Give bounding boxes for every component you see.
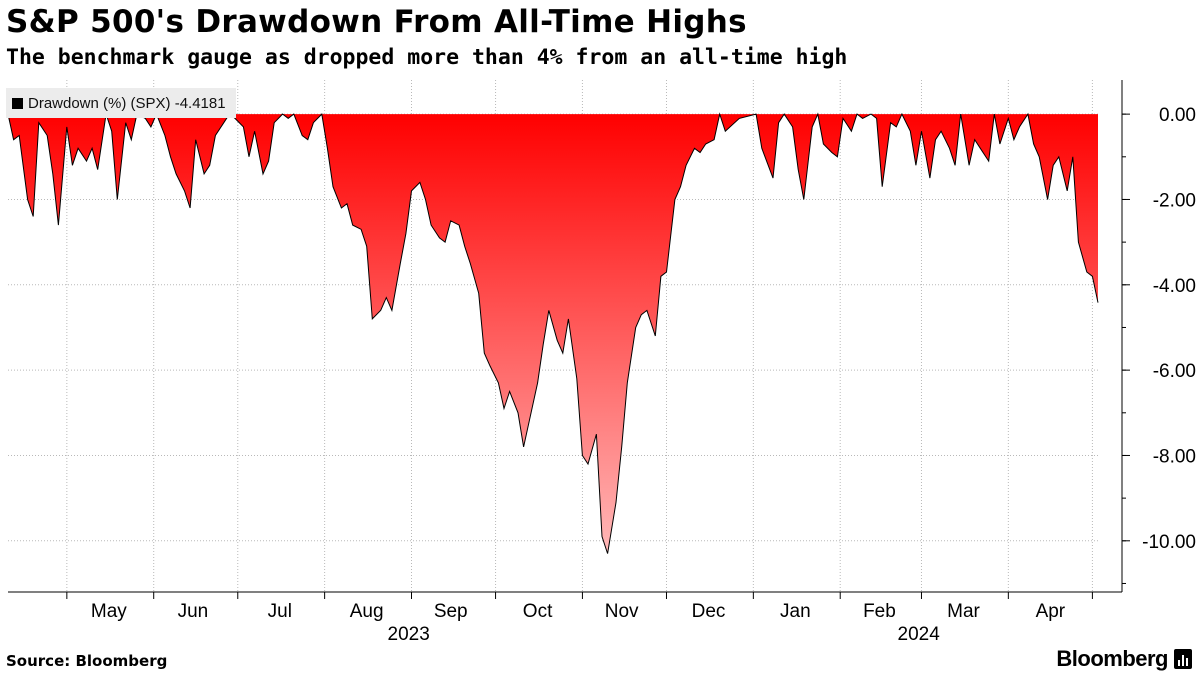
square-swatch-icon [12, 97, 23, 109]
x-tick-label: Jul [268, 601, 292, 622]
chart-title: S&P 500's Drawdown From All-Time Highs [6, 4, 747, 40]
x-tick-label: Nov [605, 601, 639, 622]
y-tick-label: -10.00 [1142, 532, 1196, 553]
x-year-label: 2023 [388, 624, 430, 645]
source-note: Source: Bloomberg [6, 652, 168, 670]
bloomberg-terminal-icon [1174, 649, 1192, 669]
x-year-label: 2024 [898, 624, 941, 645]
x-tick-label: May [91, 601, 127, 622]
x-tick-label: Jan [780, 601, 811, 622]
x-tick-label: Mar [947, 601, 980, 622]
x-tick-label: Dec [692, 601, 726, 622]
y-tick-label: -4.00 [1153, 276, 1196, 297]
x-tick-label: Sep [434, 601, 468, 622]
chart-subtitle: The benchmark gauge as dropped more than… [6, 45, 848, 70]
y-tick-label: -8.00 [1153, 446, 1196, 467]
brand-logo: Bloomberg [1056, 646, 1192, 672]
x-tick-label: Aug [350, 601, 384, 622]
y-tick-label: -6.00 [1153, 361, 1196, 382]
legend: Drawdown (%) (SPX) -4.4181 [6, 88, 236, 118]
x-tick-label: Apr [1036, 601, 1066, 622]
x-tick-label: Feb [863, 601, 896, 622]
brand-name: Bloomberg [1056, 646, 1168, 671]
drawdown-area [8, 114, 1098, 554]
axes [8, 80, 1130, 599]
y-tick-label: -2.00 [1153, 190, 1196, 211]
x-tick-label: Jun [178, 601, 209, 622]
x-tick-label: Oct [523, 601, 553, 622]
drawdown-line [7, 112, 1099, 554]
legend-label: Drawdown (%) (SPX) -4.4181 [28, 94, 226, 112]
axis-labels: 0.00 -2.00 -4.00 -6.00 -8.00 -10.00 May Jun Jul A… [91, 105, 1196, 645]
y-tick-label: 0.00 [1159, 105, 1196, 126]
